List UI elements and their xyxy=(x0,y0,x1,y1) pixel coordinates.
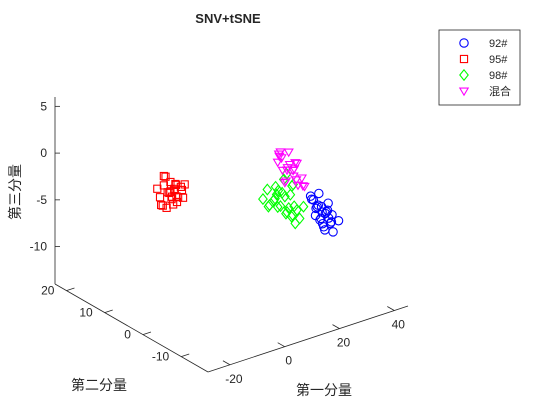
data-point xyxy=(155,193,165,202)
legend-marker xyxy=(459,68,469,82)
x-tick-mark xyxy=(387,306,395,311)
data-point xyxy=(315,215,325,225)
y-tick-label: 20 xyxy=(41,284,55,298)
data-point xyxy=(275,200,286,213)
y-axis-line xyxy=(54,283,209,373)
data-point xyxy=(272,200,283,214)
data-point xyxy=(283,201,294,215)
x-tick-mark xyxy=(277,342,285,348)
data-point xyxy=(298,200,309,213)
legend-box xyxy=(438,29,521,106)
data-point xyxy=(258,193,268,206)
x-tick-mark xyxy=(332,324,340,329)
data-point xyxy=(320,225,330,235)
legend-label: 95# xyxy=(489,54,508,66)
data-point xyxy=(314,188,324,199)
x-axis-label: 第一分量 xyxy=(296,382,352,399)
data-point xyxy=(281,166,293,176)
data-point xyxy=(180,180,189,189)
y-axis-label: 第二分量 xyxy=(71,377,127,394)
x-tick-label: 0 xyxy=(285,354,292,368)
data-point xyxy=(166,177,175,187)
z-axis-label: 第三分量 xyxy=(7,164,24,220)
data-point xyxy=(271,188,282,201)
data-point xyxy=(272,158,283,168)
chart-title: SNV+tSNE xyxy=(195,11,261,26)
x-tick-mark xyxy=(222,360,231,366)
legend-label: 92# xyxy=(489,38,508,50)
data-point xyxy=(287,166,299,176)
x-tick-label: -20 xyxy=(225,372,243,386)
legend-marker xyxy=(458,87,470,97)
data-point xyxy=(323,213,334,223)
axes-lines xyxy=(54,97,409,373)
data-point xyxy=(273,184,284,197)
legend-marker xyxy=(459,54,469,64)
data-point xyxy=(172,197,182,207)
legend-items: 92# 95# 98# 混合 xyxy=(458,38,511,98)
data-point xyxy=(289,200,300,213)
x-tick-label: 40 xyxy=(392,318,406,332)
data-points xyxy=(153,148,344,237)
data-point xyxy=(333,215,344,226)
z-tick-label: 0 xyxy=(40,146,47,160)
data-point xyxy=(263,200,274,213)
data-point xyxy=(171,179,180,189)
data-point xyxy=(161,172,170,181)
legend-marker xyxy=(459,38,469,48)
data-point xyxy=(283,148,294,158)
data-point xyxy=(279,190,290,203)
data-point xyxy=(157,200,166,210)
y-tick-mark xyxy=(66,287,75,291)
data-point xyxy=(274,152,285,162)
data-point xyxy=(285,188,296,201)
data-point xyxy=(262,183,273,196)
y-tick-label: -10 xyxy=(152,350,170,364)
data-point xyxy=(281,207,291,220)
data-point xyxy=(174,193,183,202)
data-point xyxy=(153,184,162,193)
data-point xyxy=(275,148,286,158)
tick-layer: -10 -5 0 5 -10 0 10 20 -20 0 20 40 xyxy=(30,99,406,385)
series-3 xyxy=(258,167,309,230)
y-tick-mark xyxy=(181,353,190,357)
y-tick-mark xyxy=(142,331,152,335)
data-point xyxy=(178,193,188,202)
data-point xyxy=(323,198,333,208)
data-point xyxy=(297,182,309,192)
data-point xyxy=(172,192,181,201)
z-tick-label: 5 xyxy=(40,99,47,113)
data-point xyxy=(321,207,332,217)
data-point xyxy=(299,182,310,192)
data-point xyxy=(327,209,337,220)
data-point xyxy=(159,171,168,181)
data-point xyxy=(305,191,316,201)
data-point xyxy=(284,160,295,170)
data-point xyxy=(291,159,303,169)
data-point xyxy=(167,192,177,201)
series-4 xyxy=(272,148,310,192)
series-1 xyxy=(305,188,344,237)
y-tick-mark xyxy=(104,309,113,313)
data-point xyxy=(316,213,326,224)
data-point xyxy=(279,179,291,188)
x-tick-label: 20 xyxy=(337,336,351,350)
y-tick-label: 10 xyxy=(79,306,93,320)
data-point xyxy=(294,212,305,225)
data-point xyxy=(291,176,302,186)
series-2 xyxy=(153,171,189,212)
z-tick-label: -10 xyxy=(30,240,48,254)
data-point xyxy=(269,194,279,207)
legend-label: 混合 xyxy=(489,84,511,98)
legend: 92# 95# 98# 混合 xyxy=(438,29,521,106)
legend-label: 98# xyxy=(489,70,508,82)
x-axis-line xyxy=(207,305,409,373)
y-tick-label: 0 xyxy=(124,328,131,342)
data-point xyxy=(162,203,171,212)
z-tick-label: -5 xyxy=(36,193,47,207)
